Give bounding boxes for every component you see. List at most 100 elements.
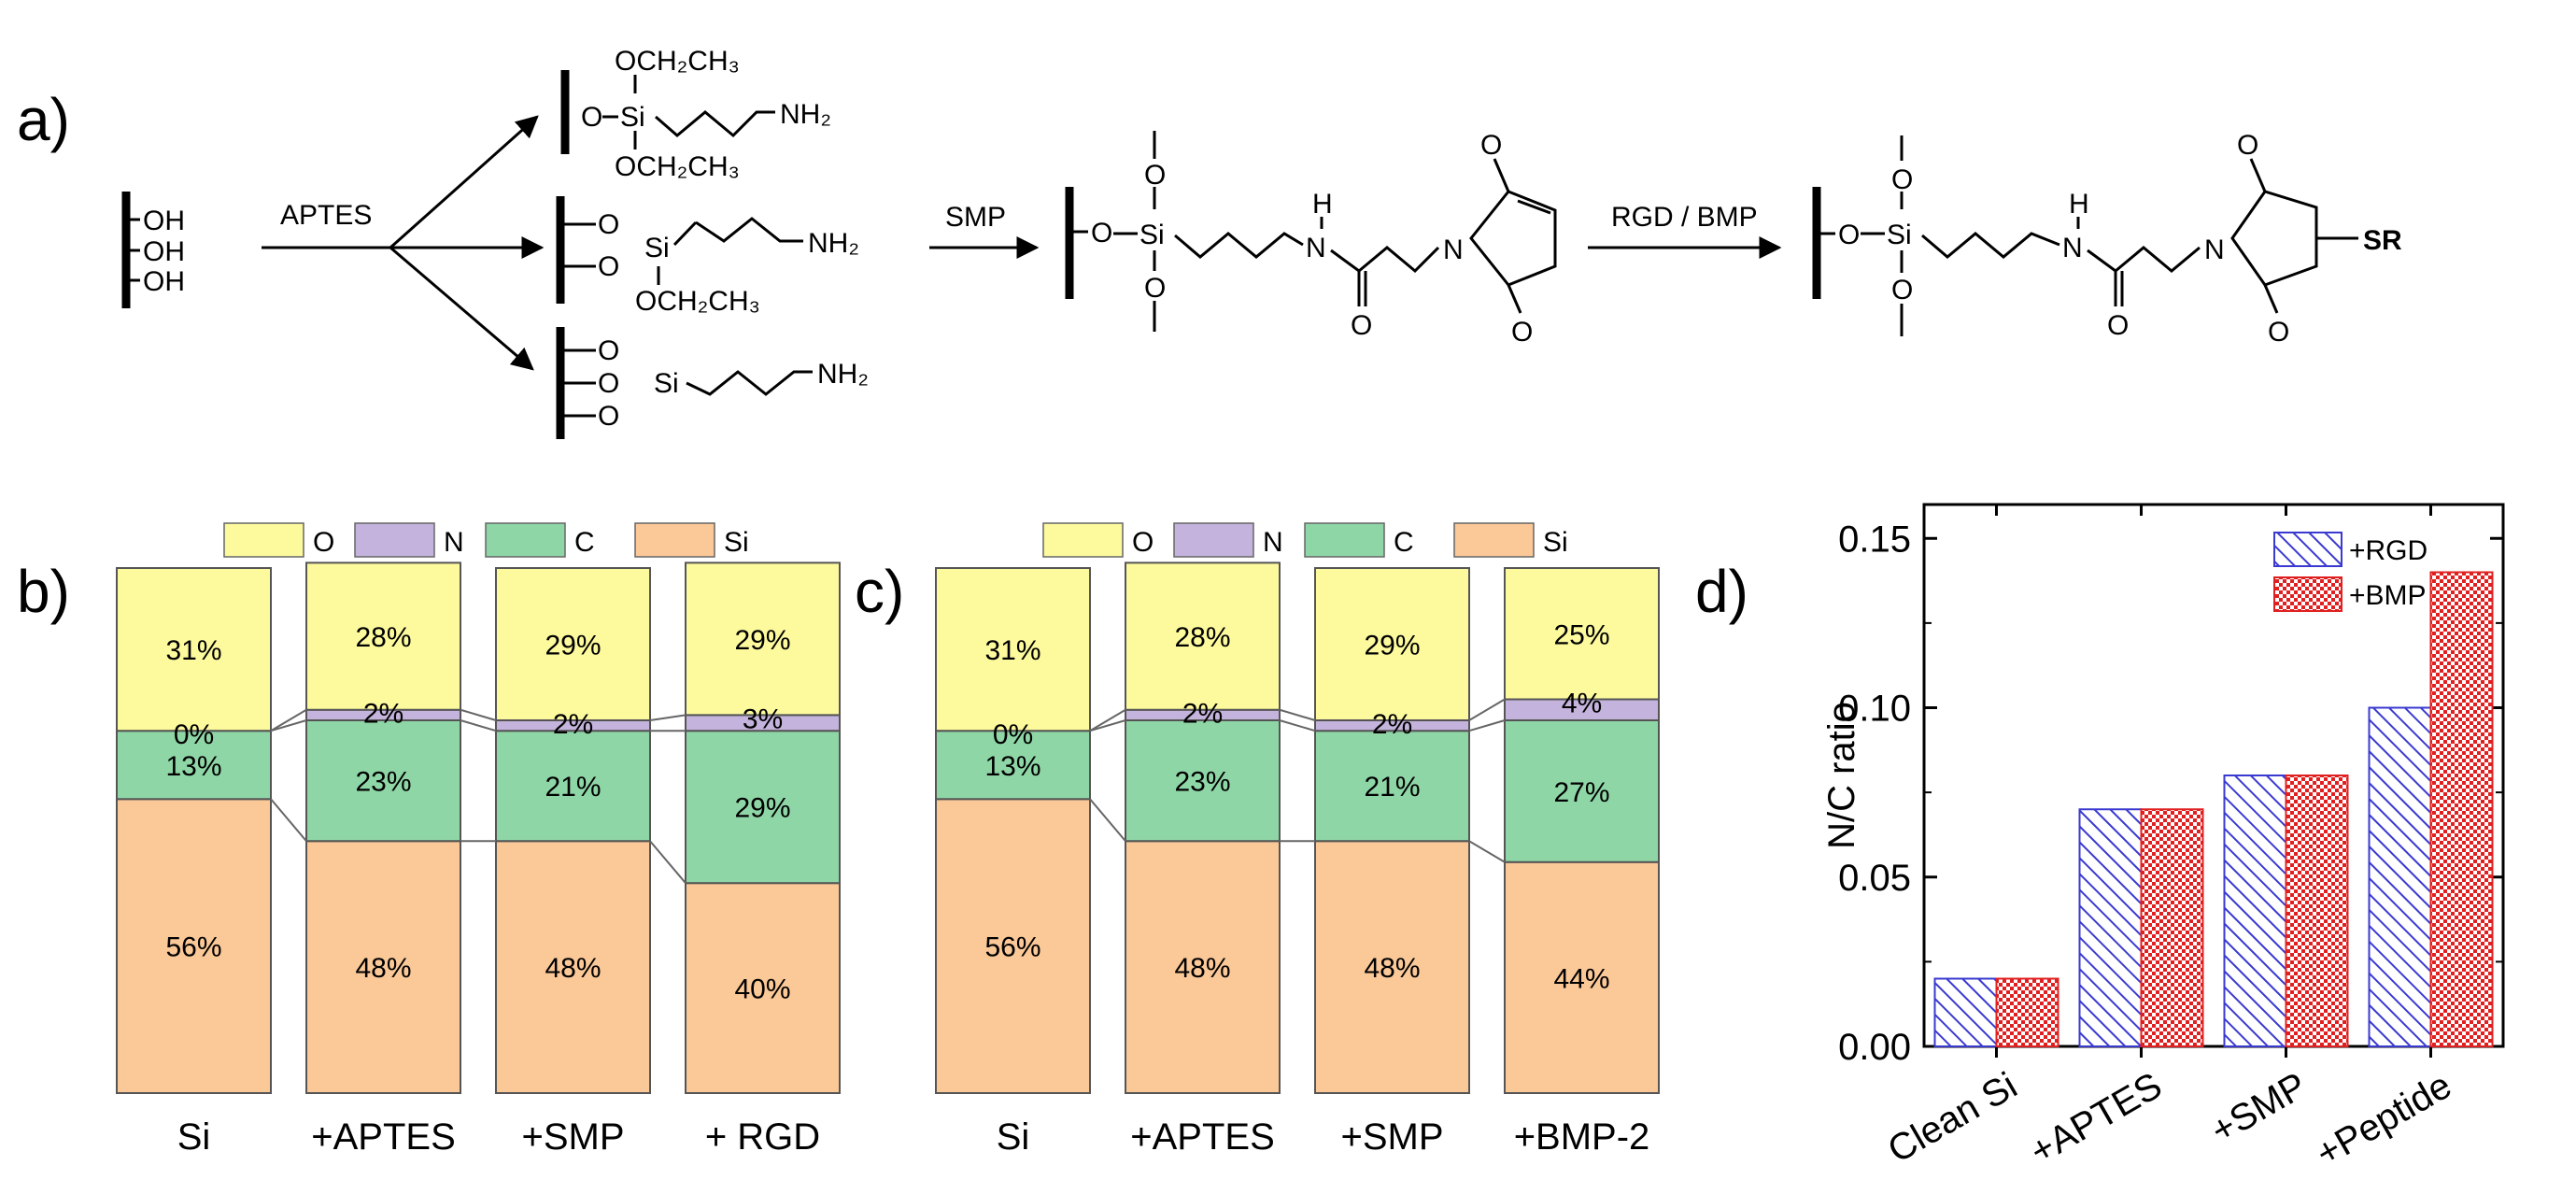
bar-bmp-peptide <box>2429 571 2494 1047</box>
legend-label-c: C <box>1394 527 1414 558</box>
bar-si-rgd <box>685 882 841 1095</box>
stacked-bar-chart-c: Si +APTES +SMP +BMP-2 56% 13%0% 31% 48% 23% 2% 28%… <box>935 522 1660 1158</box>
legend-swatch-o <box>1042 522 1124 558</box>
data-label-n: 2% <box>553 709 593 740</box>
data-label-o: 29% <box>545 630 601 661</box>
connector-line <box>649 714 686 721</box>
x-tick-label: +BMP-2 <box>1514 1116 1650 1158</box>
connector-line <box>1468 719 1506 732</box>
surface-oh-2: OH <box>143 236 185 267</box>
data-label-n: 0% <box>993 719 1033 750</box>
data-label-o: 28% <box>355 622 411 653</box>
data-label-si: 48% <box>355 953 411 984</box>
data-label-si: 48% <box>1364 953 1420 984</box>
bar-bmp-smp <box>2285 775 2349 1047</box>
x-tick-label: Si <box>177 1116 211 1158</box>
legend-swatch-rgd <box>2273 532 2342 567</box>
data-label-n: 4% <box>1562 689 1602 719</box>
connector-line <box>1279 719 1316 732</box>
data-label-n: 0% <box>174 719 214 750</box>
svg-text:O: O <box>1891 275 1913 306</box>
data-label-n: 3% <box>743 704 783 734</box>
data-label-o: 31% <box>984 635 1040 666</box>
bar-c-smp <box>495 730 651 843</box>
bar-c-aptes <box>305 718 461 843</box>
data-label-si: 44% <box>1553 963 1609 994</box>
arrow-to-product-1 <box>389 115 539 249</box>
peptide-conjugate: O Si O O N H O N O O SR <box>1812 130 2402 348</box>
svg-text:OCH₂CH₃: OCH₂CH₃ <box>635 286 760 317</box>
legend-swatch-c <box>1304 522 1385 558</box>
bar-o-si <box>935 567 1091 732</box>
connector-line <box>1468 840 1506 863</box>
reagent-smp: SMP <box>945 202 1006 233</box>
svg-text:O: O <box>1480 130 1502 161</box>
data-label-o: 31% <box>165 635 221 666</box>
bar-si-si <box>116 798 272 1095</box>
reagent-aptes: APTES <box>280 200 372 231</box>
svg-text:Si: Si <box>620 102 645 133</box>
svg-text:O: O <box>598 335 619 366</box>
data-label-c: 27% <box>1553 777 1609 808</box>
bar-rgd-aptes <box>2078 808 2143 1047</box>
connector-line <box>1089 798 1126 842</box>
x-tick-label: +SMP <box>521 1116 624 1158</box>
svg-text:Si: Si <box>1887 220 1912 250</box>
connector-line <box>1279 708 1316 721</box>
bar-c-si <box>116 730 272 801</box>
bar-si-aptes <box>305 840 461 1094</box>
bar-si-smp <box>495 840 651 1094</box>
svg-text:O: O <box>1144 160 1166 191</box>
data-label-c: 13% <box>984 751 1040 782</box>
data-label-n: 2% <box>363 699 403 730</box>
thiol-sr: SR <box>2363 225 2402 256</box>
svg-text:O: O <box>1091 218 1112 249</box>
svg-text:Si: Si <box>654 368 679 399</box>
legend-label-o: O <box>313 527 334 558</box>
maleimide-product: O Si O O N H O N O O <box>1065 130 1557 348</box>
data-label-si: 48% <box>1174 953 1230 984</box>
bar-c-rgd <box>685 730 841 885</box>
bar-o-smp <box>1314 567 1470 721</box>
svg-text:O: O <box>2268 317 2289 348</box>
legend-label-n: N <box>444 527 464 558</box>
data-label-c: 23% <box>1174 767 1230 798</box>
legend-swatch-si <box>634 522 715 558</box>
legend-swatch-si <box>1453 522 1535 558</box>
y-tick-label: 0.05 <box>1838 858 1911 899</box>
x-tick-label: +APTES <box>2023 1065 2169 1173</box>
panel-label-b: b) <box>17 558 70 625</box>
legend-swatch-n <box>354 522 435 558</box>
x-tick-label: +SMP <box>2204 1065 2314 1152</box>
connector-line <box>270 719 307 732</box>
svg-text:OCH₂CH₃: OCH₂CH₃ <box>615 151 740 182</box>
bar-c-bmp-2 <box>1504 718 1660 863</box>
arrow-to-product-3 <box>389 246 534 371</box>
connector-line <box>460 719 497 732</box>
product-monodentate: O Si OCH₂CH₃ OCH₂CH₃ NH₂ <box>560 46 831 182</box>
bar-si-si <box>935 798 1091 1095</box>
data-label-c: 21% <box>1364 772 1420 803</box>
bar-c-smp <box>1314 730 1470 843</box>
legend-label-rgd: +RGD <box>2349 535 2427 566</box>
legend-label-n: N <box>1263 527 1283 558</box>
x-tick-label: Clean Si <box>1881 1065 2024 1172</box>
y-axis-label: N/C ratio <box>1821 702 1862 849</box>
data-label-si: 48% <box>545 953 601 984</box>
surface-oh-3: OH <box>143 266 185 297</box>
surface-oh-1: OH <box>143 206 185 236</box>
data-label-n: 2% <box>1372 709 1412 740</box>
legend-swatch-bmp <box>2273 576 2342 612</box>
plot-frame <box>1922 503 2505 1048</box>
y-tick-label: 0.15 <box>1838 519 1911 560</box>
data-label-o: 29% <box>1364 630 1420 661</box>
bar-bmp-clean-si <box>1995 977 2059 1047</box>
legend-label-bmp: +BMP <box>2349 580 2427 611</box>
svg-text:Si: Si <box>1139 220 1165 250</box>
svg-text:O: O <box>1351 310 1372 341</box>
panel-label-a: a) <box>17 86 70 153</box>
legend-label-c: C <box>574 527 595 558</box>
bar-bmp-aptes <box>2140 808 2204 1047</box>
data-label-c: 29% <box>734 793 790 824</box>
